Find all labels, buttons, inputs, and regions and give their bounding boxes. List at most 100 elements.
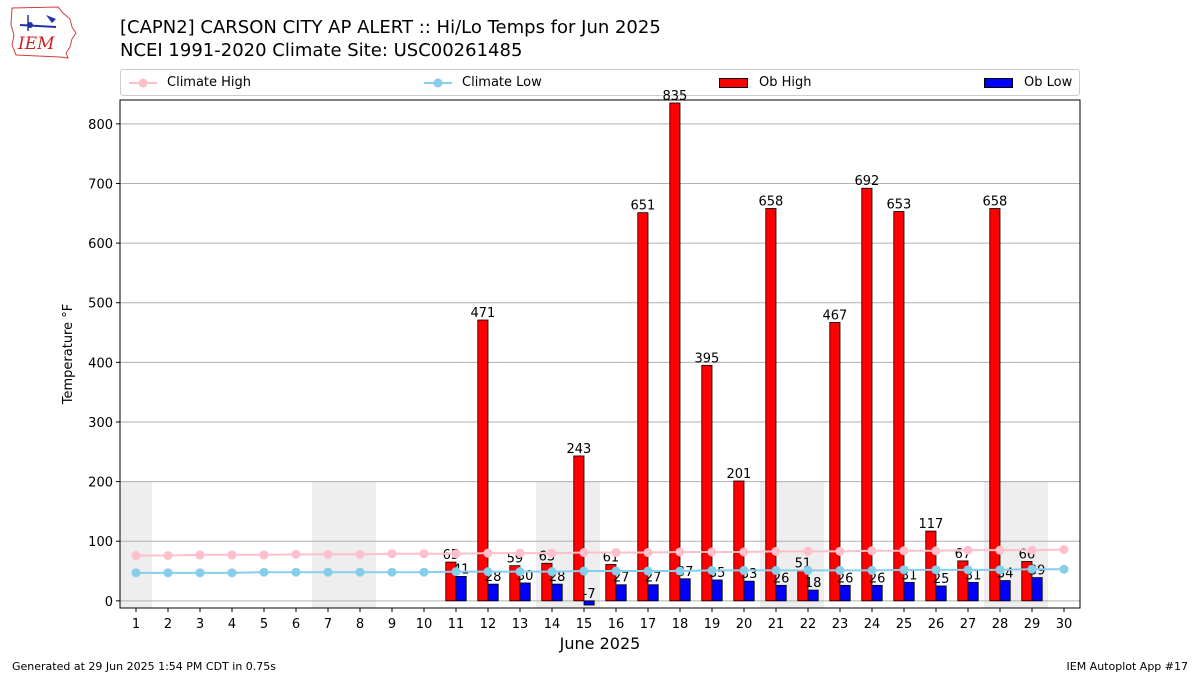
climate-high-point (195, 550, 205, 560)
x-tick-label: 18 (672, 617, 689, 632)
climate-high-line-icon (129, 78, 157, 87)
climate-low-point (355, 567, 365, 577)
climate-low-point (707, 565, 717, 575)
y-tick-label: 600 (88, 237, 113, 252)
x-tick-label: 7 (324, 617, 332, 632)
x-tick-label: 5 (260, 617, 268, 632)
x-tick-label: 10 (416, 617, 433, 632)
legend-label-climate-high: Climate High (167, 75, 252, 90)
logo-text: IEM (17, 34, 55, 54)
ob-high-bar (605, 564, 617, 602)
ob-high-label: 117 (918, 517, 943, 532)
y-tick-label: 800 (88, 118, 113, 133)
ob-high-label: 692 (854, 174, 879, 189)
ob-low-bar (583, 600, 595, 606)
climate-high-point (131, 551, 141, 561)
x-tick-label: 16 (608, 617, 625, 632)
ob-low-bar (967, 581, 979, 602)
legend-item-ob-low: Ob Low (984, 70, 1072, 95)
climate-high-point (675, 547, 685, 557)
climate-high-point (835, 546, 845, 556)
generated-timestamp: Generated at 29 Jun 2025 1:54 PM CDT in … (12, 660, 277, 673)
climate-high-point (867, 546, 877, 556)
ob-low-label: 18 (805, 576, 822, 591)
ob-low-bar (487, 583, 499, 602)
ob-low-bar (551, 583, 563, 602)
climate-low-point (451, 567, 461, 577)
climate-low-point (1059, 564, 1069, 574)
climate-high-point (803, 546, 813, 556)
legend-item-climate-low: Climate Low (424, 70, 542, 95)
x-tick-label: 20 (736, 617, 753, 632)
climate-low-point (323, 567, 333, 577)
x-tick-label: 28 (992, 617, 1009, 632)
ob-low-bar (935, 585, 947, 602)
y-tick-label: 400 (88, 356, 113, 371)
y-tick-label: 300 (88, 416, 113, 431)
climate-low-point (931, 565, 941, 575)
climate-high-point (995, 545, 1005, 555)
ob-high-bar (893, 211, 905, 602)
climate-high-point (771, 546, 781, 556)
ob-high-bar (765, 208, 777, 602)
ob-low-label: 26 (773, 571, 790, 586)
legend-item-ob-high: Ob High (719, 70, 812, 95)
climate-low-point (675, 566, 685, 576)
weekend-shade (344, 481, 376, 608)
climate-high-point (931, 546, 941, 556)
ob-high-bar (733, 480, 745, 602)
climate-high-point (899, 546, 909, 556)
ob-low-bar (615, 584, 627, 602)
climate-low-point (1027, 564, 1037, 574)
climate-low-point (963, 565, 973, 575)
ob-low-bar (775, 584, 787, 602)
climate-high-point (515, 548, 525, 558)
x-tick-label: 26 (928, 617, 945, 632)
x-tick-label: 13 (512, 617, 529, 632)
climate-high-point (1059, 545, 1069, 555)
climate-high-point (643, 548, 653, 558)
legend-label-ob-high: Ob High (759, 75, 812, 90)
ob-high-label: 658 (982, 195, 1007, 210)
ob-high-bar (477, 319, 489, 602)
chart-title: [CAPN2] CARSON CITY AP ALERT :: Hi/Lo Te… (120, 17, 661, 38)
ob-high-bar (829, 321, 841, 602)
climate-high-point (323, 549, 333, 559)
x-tick-label: 8 (356, 617, 364, 632)
climate-low-point (419, 567, 429, 577)
ob-low-label: 26 (837, 571, 854, 586)
x-tick-label: 30 (1056, 617, 1073, 632)
ob-high-label: 653 (886, 197, 911, 212)
x-tick-label: 6 (292, 617, 300, 632)
ob-low-bar (807, 589, 819, 602)
ob-low-bar (999, 580, 1011, 602)
climate-high-point (291, 549, 301, 559)
climate-high-point (419, 549, 429, 559)
climate-low-point (515, 567, 525, 577)
climate-low-point (227, 568, 237, 578)
climate-low-point (771, 565, 781, 575)
x-tick-label: 21 (768, 617, 785, 632)
ob-low-label: 25 (933, 572, 950, 587)
climate-high-point (707, 547, 717, 557)
climate-low-line-icon (424, 78, 452, 87)
y-tick-label: 700 (88, 177, 113, 192)
x-tick-label: 3 (196, 617, 204, 632)
y-tick-label: 200 (88, 476, 113, 491)
climate-low-point (131, 568, 141, 578)
x-tick-label: 19 (704, 617, 721, 632)
app-credit: IEM Autoplot App #17 (1066, 660, 1189, 673)
ob-high-label: 243 (566, 442, 591, 457)
ob-high-label: 658 (758, 195, 783, 210)
ob-high-label: 471 (470, 306, 495, 321)
ob-high-bar (861, 187, 873, 602)
ob-low-label: -7 (583, 587, 596, 602)
ob-high-bar (989, 208, 1001, 602)
iem-logo: IEM (10, 6, 77, 59)
climate-low-point (259, 567, 269, 577)
climate-high-point (451, 549, 461, 559)
climate-low-point (163, 568, 173, 578)
ob-low-bar (1031, 577, 1043, 602)
climate-low-point (611, 566, 621, 576)
